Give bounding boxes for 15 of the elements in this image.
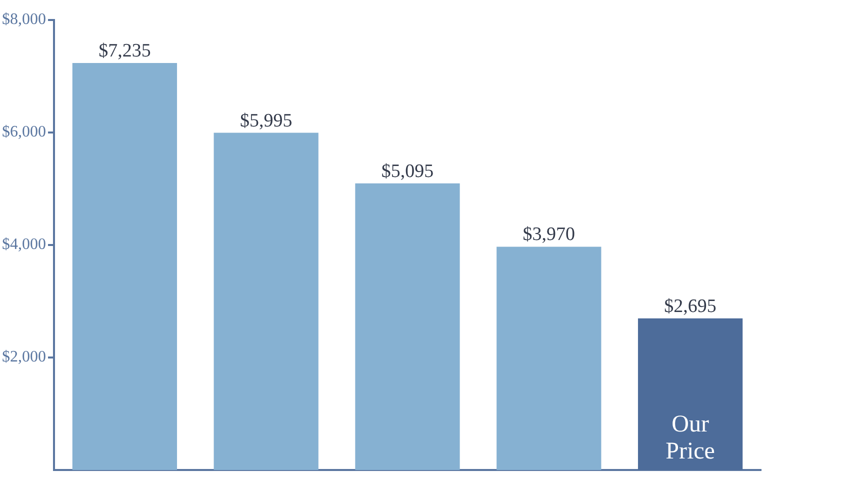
bar (638, 318, 743, 470)
data-label: $5,095 (381, 160, 434, 182)
data-label: $3,970 (522, 224, 576, 246)
y-tick-label: $6,000 (2, 124, 46, 141)
y-tick-label: $2,000 (2, 348, 46, 366)
y-tick-label: $8,000 (2, 11, 46, 28)
bar (355, 183, 460, 470)
data-label: $5,995 (240, 110, 292, 132)
bar (72, 63, 178, 470)
y-tick-label: $4,000 (2, 236, 46, 254)
data-label: $7,235 (98, 40, 151, 62)
bar (496, 246, 602, 470)
x-tick-label: Our Price (666, 411, 715, 464)
bar (214, 132, 318, 470)
data-label: $2,695 (664, 296, 716, 317)
